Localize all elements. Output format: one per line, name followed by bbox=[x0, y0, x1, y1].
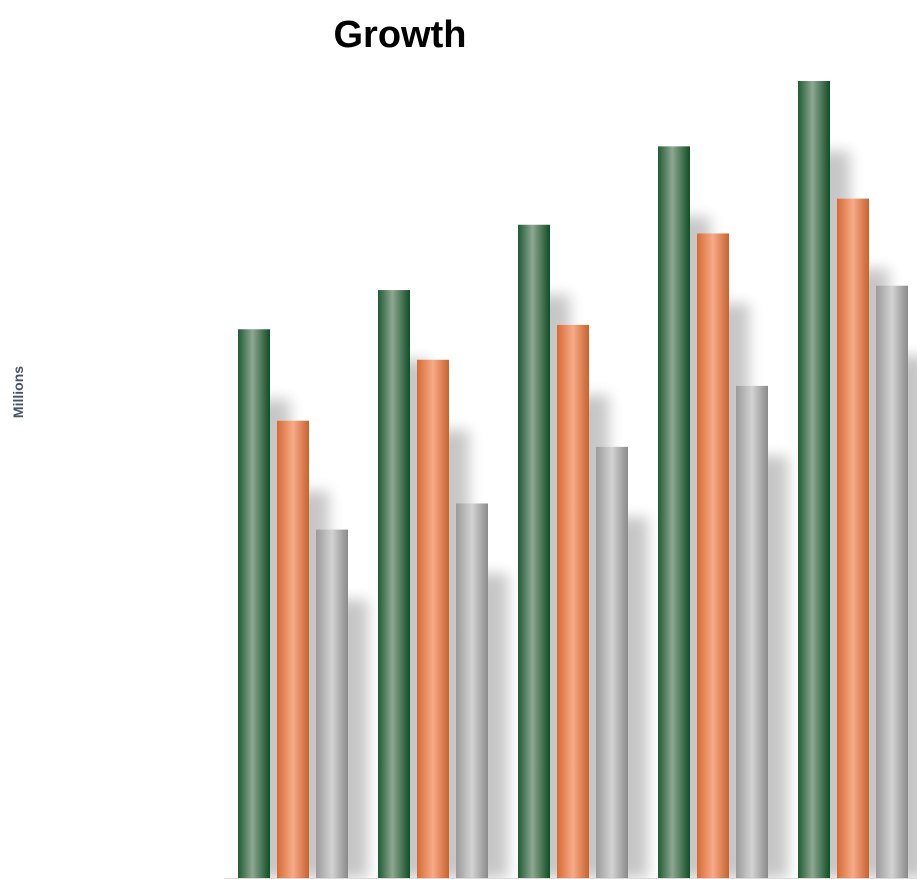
bar-green-4 bbox=[658, 146, 690, 879]
bar-orange-5 bbox=[837, 198, 869, 878]
bar-green-3 bbox=[518, 224, 550, 878]
bar-orange-1 bbox=[277, 420, 309, 878]
bar-green-1 bbox=[238, 329, 270, 878]
bar-gray-3 bbox=[596, 446, 628, 878]
bar-orange-3 bbox=[557, 324, 589, 878]
bar-green-5 bbox=[798, 81, 830, 878]
bar-gray-2 bbox=[456, 503, 488, 878]
bars bbox=[238, 81, 908, 879]
chart-title: Growth bbox=[333, 14, 467, 56]
bar-gray-4 bbox=[736, 385, 768, 878]
bar-orange-2 bbox=[417, 359, 449, 878]
bar-gray-5 bbox=[876, 285, 908, 879]
bar-orange-4 bbox=[697, 233, 729, 878]
bar-gray-1 bbox=[316, 529, 348, 878]
bar-green-2 bbox=[378, 290, 410, 878]
